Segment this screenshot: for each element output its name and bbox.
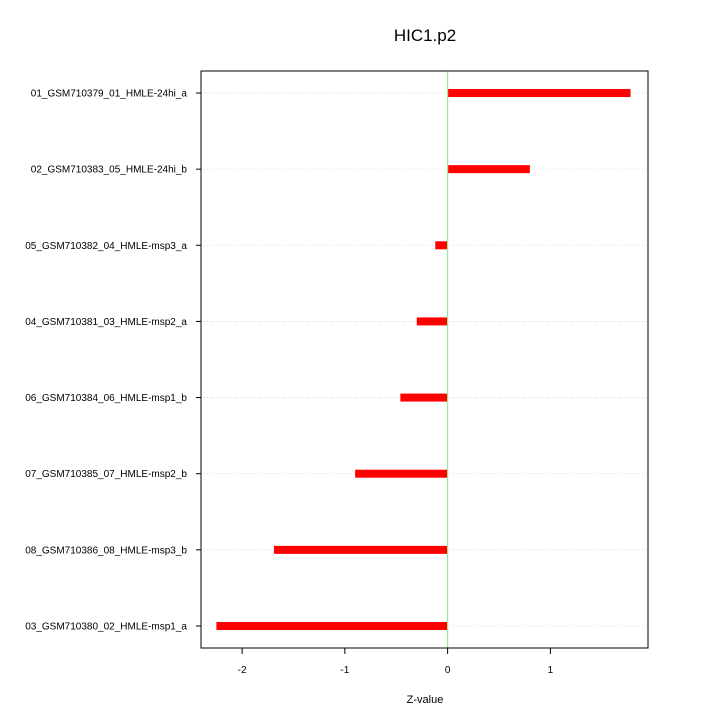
y-tick-label: 01_GSM710379_01_HMLE-24hi_a — [31, 89, 188, 100]
bar — [400, 393, 448, 402]
y-tick-label: 02_GSM710383_05_HMLE-24hi_b — [31, 165, 188, 176]
y-tick-label: 05_GSM710382_04_HMLE-msp3_a — [25, 241, 187, 252]
x-axis: -2 -1 0 1 — [238, 648, 554, 676]
x-tick-label: 0 — [445, 665, 451, 676]
bar — [273, 545, 448, 554]
bar — [435, 241, 448, 250]
x-tick-label: -2 — [238, 665, 247, 676]
y-tick-label: 04_GSM710381_03_HMLE-msp2_a — [25, 317, 187, 328]
bar — [355, 469, 448, 478]
bar — [416, 317, 448, 326]
x-axis-title: Z-value — [407, 694, 444, 706]
y-tick-label: 08_GSM710386_08_HMLE-msp3_b — [25, 545, 187, 556]
y-tick-label: 07_GSM710385_07_HMLE-msp2_b — [25, 469, 187, 480]
chart-title: HIC1.p2 — [394, 26, 456, 45]
bar — [216, 622, 448, 630]
plot-frame — [200, 70, 649, 649]
x-tick-label: -1 — [340, 665, 349, 676]
y-tick-label: 03_GSM710380_02_HMLE-msp1_a — [25, 622, 187, 633]
x-tick-label: 1 — [548, 665, 554, 676]
y-axis-labels: 01_GSM710379_01_HMLE-24hi_a 02_GSM710383_… — [25, 89, 201, 633]
y-tick-label: 06_GSM710384_06_HMLE-msp1_b — [25, 393, 187, 404]
bars — [216, 89, 631, 630]
bar — [447, 165, 530, 174]
bar — [447, 89, 631, 97]
